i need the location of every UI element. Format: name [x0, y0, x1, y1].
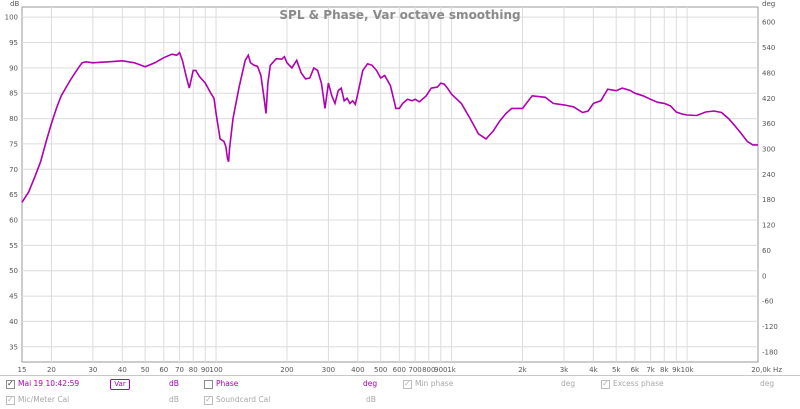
y-tick-label: 60: [9, 217, 18, 225]
excess-phase-checkbox[interactable]: [601, 379, 610, 389]
x-axis-tick-labels: 15 20 30 40 50 60 70 80 90 100 200 300 400 500 600 700 8…: [18, 366, 783, 374]
x-tick-label: 70: [175, 366, 184, 374]
legend-item-measurement[interactable]: Mai 19 10:42:59 Var dB: [5, 379, 195, 390]
excess-phase-label: Excess phase: [613, 379, 664, 388]
right-y-tick-label: 0: [762, 272, 766, 280]
x-tick-label: 80: [189, 366, 198, 374]
x-tick-label: 100: [209, 366, 222, 374]
right-y-tick-label: -180: [762, 348, 778, 356]
x-tick-label: 800: [422, 366, 435, 374]
x-tick-label: 4k: [589, 366, 598, 374]
x-tick-label: 5k: [612, 366, 621, 374]
y-tick-label: 70: [9, 166, 18, 174]
x-tick-label: 300: [322, 366, 335, 374]
legend-bar: Mai 19 10:42:59 Var dB Phase deg Min pha…: [0, 375, 800, 409]
x-tick-label: 60: [159, 366, 168, 374]
measurement-unit: dB: [169, 379, 179, 388]
y-tick-label: 90: [9, 64, 18, 72]
y-tick-label: 40: [9, 318, 18, 326]
x-tick-label: 900: [434, 366, 447, 374]
legend-item-min-phase[interactable]: Min phase deg: [402, 379, 582, 389]
right-y-tick-label: -120: [762, 323, 778, 331]
right-y-tick-label: 60: [762, 247, 771, 255]
x-tick-label: 30: [88, 366, 97, 374]
x-tick-label: 6k: [631, 366, 640, 374]
x-tick-label: 200: [280, 366, 293, 374]
x-tick-label: 600: [393, 366, 406, 374]
y-tick-label: 75: [9, 140, 18, 148]
x-tick-label: 8k: [660, 366, 669, 374]
measurement-label: Mai 19 10:42:59: [18, 379, 80, 388]
x-tick-label: 20,0k Hz: [751, 366, 782, 374]
right-y-tick-label: 360: [762, 120, 775, 128]
x-tick-label: 1k: [447, 366, 456, 374]
soundcard-cal-label: Soundcard Cal: [216, 395, 271, 404]
right-y-tick-label: 180: [762, 196, 775, 204]
y-tick-label: 55: [9, 242, 18, 250]
right-y-tick-label: 240: [762, 171, 775, 179]
x-tick-label: 10k: [681, 366, 695, 374]
phase-label: Phase: [216, 379, 239, 388]
soundcard-cal-checkbox[interactable]: [204, 395, 213, 405]
x-tick-label: 90: [201, 366, 210, 374]
y-tick-label: 65: [9, 191, 18, 199]
legend-item-phase[interactable]: Phase deg: [203, 379, 383, 389]
y-tick-label: 80: [9, 115, 18, 123]
right-y-tick-label: 480: [762, 69, 775, 77]
mic-cal-label: Mic/Meter Cal: [18, 395, 70, 404]
phase-checkbox[interactable]: [204, 380, 213, 389]
plot-area[interactable]: [21, 6, 759, 363]
x-tick-label: 15: [18, 366, 27, 374]
mic-cal-unit: dB: [169, 395, 179, 404]
min-phase-unit: deg: [561, 379, 576, 388]
soundcard-cal-unit: dB: [366, 395, 376, 404]
legend-separator: [0, 375, 800, 376]
vertical-gridlines: [50, 7, 688, 362]
left-axis-tick-labels: 100 95 90 85 80 75 70 65 60 55 50 45 40 35: [5, 14, 18, 352]
y-tick-label: 85: [9, 90, 18, 98]
x-tick-label: 700: [408, 366, 421, 374]
phase-unit: deg: [363, 379, 378, 388]
left-axis-unit: dB: [10, 0, 19, 8]
legend-item-soundcard-cal[interactable]: Soundcard Cal dB: [203, 395, 383, 405]
right-y-tick-label: 420: [762, 95, 775, 103]
right-y-tick-label: 300: [762, 146, 775, 154]
x-tick-label: 2k: [518, 366, 527, 374]
y-tick-label: 100: [5, 14, 18, 22]
var-swatch[interactable]: Var: [110, 379, 130, 390]
min-phase-label: Min phase: [415, 379, 454, 388]
x-tick-label: 3k: [560, 366, 569, 374]
right-y-tick-label: 120: [762, 222, 775, 230]
x-tick-label: 9k: [672, 366, 681, 374]
x-tick-label: 20: [47, 366, 56, 374]
excess-phase-unit: deg: [760, 379, 775, 388]
mic-cal-checkbox[interactable]: [6, 395, 15, 405]
y-tick-label: 45: [9, 293, 18, 301]
spl-curve-var: [21, 51, 758, 203]
y-tick-label: 95: [9, 39, 18, 47]
right-axis-tick-labels: 600540480420360300240180120600-60-120-18…: [762, 19, 778, 357]
x-tick-label: 50: [141, 366, 150, 374]
x-tick-label: 40: [118, 366, 127, 374]
x-tick-label: 500: [374, 366, 387, 374]
y-tick-label: 35: [9, 343, 18, 351]
right-y-tick-label: 540: [762, 44, 775, 52]
x-tick-label: 400: [351, 366, 364, 374]
right-axis-unit: deg: [762, 0, 775, 8]
min-phase-checkbox[interactable]: [403, 379, 412, 389]
measurement-checkbox[interactable]: [6, 379, 15, 389]
y-tick-label: 50: [9, 267, 18, 275]
right-y-tick-label: -60: [762, 298, 773, 306]
legend-item-excess-phase[interactable]: Excess phase deg: [600, 379, 780, 389]
right-y-tick-label: 600: [762, 19, 775, 27]
legend-item-mic-cal[interactable]: Mic/Meter Cal dB: [5, 395, 195, 405]
x-tick-label: 7k: [646, 366, 655, 374]
chart-title: SPL & Phase, Var octave smoothing: [279, 8, 520, 22]
